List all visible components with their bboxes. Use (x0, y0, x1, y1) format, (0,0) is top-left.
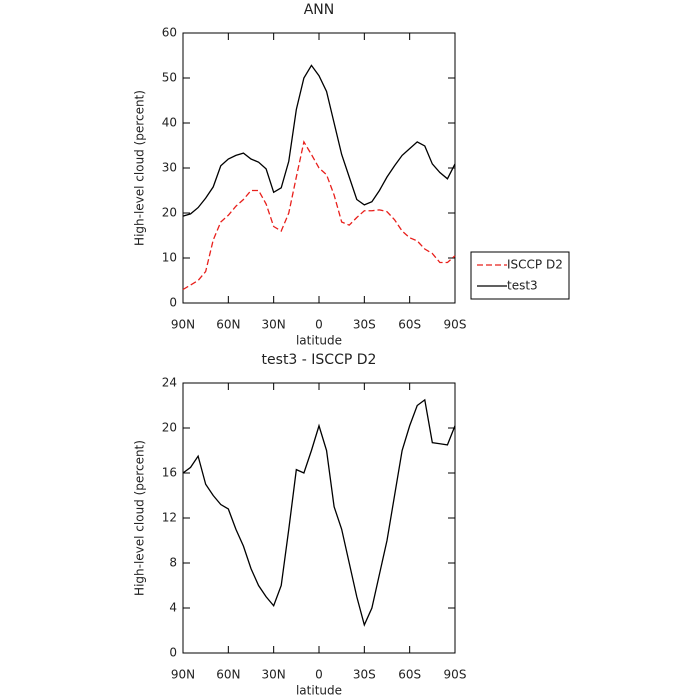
x-axis-label: latitude (296, 684, 342, 698)
y-tick-label: 20 (162, 206, 177, 220)
data-line (182, 398, 456, 627)
chart-title: ANN (304, 2, 335, 18)
y-tick-label: 16 (162, 466, 177, 480)
legend-box (470, 251, 570, 300)
y-tick-label: 60 (162, 26, 177, 40)
y-tick-label: 40 (162, 116, 177, 130)
y-tick-label: 20 (162, 421, 177, 435)
y-tick-label: 12 (162, 511, 177, 525)
x-tick-label: 90S (444, 318, 467, 332)
y-tick-label: 8 (169, 556, 177, 570)
x-tick-label: 0 (315, 318, 323, 332)
y-tick-label: 30 (162, 161, 177, 175)
x-tick-label: 30N (262, 668, 286, 682)
y-tick-label: 4 (169, 601, 177, 615)
data-line (182, 140, 456, 291)
data-line (182, 64, 456, 217)
x-tick-label: 60N (216, 668, 240, 682)
legend-label: test3 (507, 279, 538, 293)
legend-label: ISCCP D2 (507, 258, 563, 272)
y-tick-label: 10 (162, 251, 177, 265)
x-tick-label: 90S (444, 668, 467, 682)
plot-frame (182, 382, 456, 654)
x-tick-label: 30S (353, 668, 376, 682)
chart-title: test3 - ISCCP D2 (262, 352, 377, 368)
x-tick-label: 30S (353, 318, 376, 332)
x-tick-label: 0 (315, 668, 323, 682)
y-tick-label: 0 (169, 296, 177, 310)
y-tick-label: 24 (162, 376, 177, 390)
y-axis-label: High-level cloud (percent) (133, 90, 147, 246)
x-tick-label: 60N (216, 318, 240, 332)
y-axis-label: High-level cloud (percent) (133, 440, 147, 596)
x-tick-label: 30N (262, 318, 286, 332)
y-tick-label: 0 (169, 646, 177, 660)
y-tick-label: 50 (162, 71, 177, 85)
x-tick-label: 90N (171, 318, 195, 332)
x-tick-label: 60S (398, 318, 421, 332)
x-tick-label: 60S (398, 668, 421, 682)
x-tick-label: 90N (171, 668, 195, 682)
x-axis-label: latitude (296, 334, 342, 348)
